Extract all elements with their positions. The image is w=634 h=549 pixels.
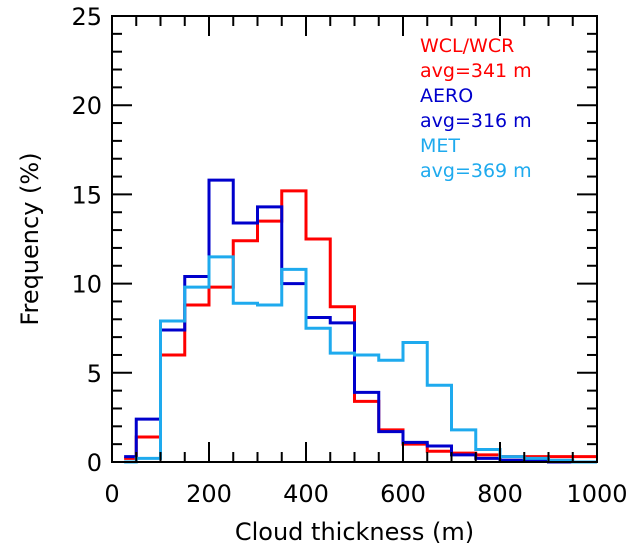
- ticks-layer: [111, 15, 598, 463]
- series-line-2: [124, 255, 597, 464]
- series-line-0: [124, 189, 597, 460]
- legend-entry: MET: [420, 135, 460, 157]
- y-tick-label: 15: [71, 181, 102, 209]
- x-axis-title: Cloud thickness (m): [235, 518, 474, 546]
- x-tick-label: 600: [380, 480, 426, 508]
- y-tick-label: 20: [71, 92, 102, 120]
- series-layer: [124, 178, 597, 464]
- x-tick-label: 400: [283, 480, 329, 508]
- y-tick-labels: 0 5 10 15 20 25: [71, 3, 102, 477]
- y-tick-label: 25: [71, 3, 102, 31]
- legend-entry: AERO: [420, 85, 473, 107]
- legend-entry: WCL/WCR: [420, 35, 514, 57]
- x-tick-label: 1000: [566, 480, 627, 508]
- legend-entry: avg=369 m: [420, 160, 532, 182]
- x-tick-label: 800: [477, 480, 523, 508]
- x-tick-label: 0: [104, 480, 119, 508]
- x-tick-label: 200: [186, 480, 232, 508]
- y-tick-label: 5: [87, 360, 102, 388]
- y-tick-label: 0: [87, 449, 102, 477]
- y-axis-title: Frequency (%): [16, 152, 44, 325]
- legend-entry: avg=316 m: [420, 110, 532, 132]
- x-tick-labels: 0 200 400 600 800 1000: [104, 480, 627, 508]
- legend-entry: avg=341 m: [420, 60, 532, 82]
- series-line-1: [124, 178, 597, 464]
- y-tick-label: 10: [71, 271, 102, 299]
- legend: WCL/WCR avg=341 m AERO avg=316 m MET avg=369 …: [420, 35, 532, 182]
